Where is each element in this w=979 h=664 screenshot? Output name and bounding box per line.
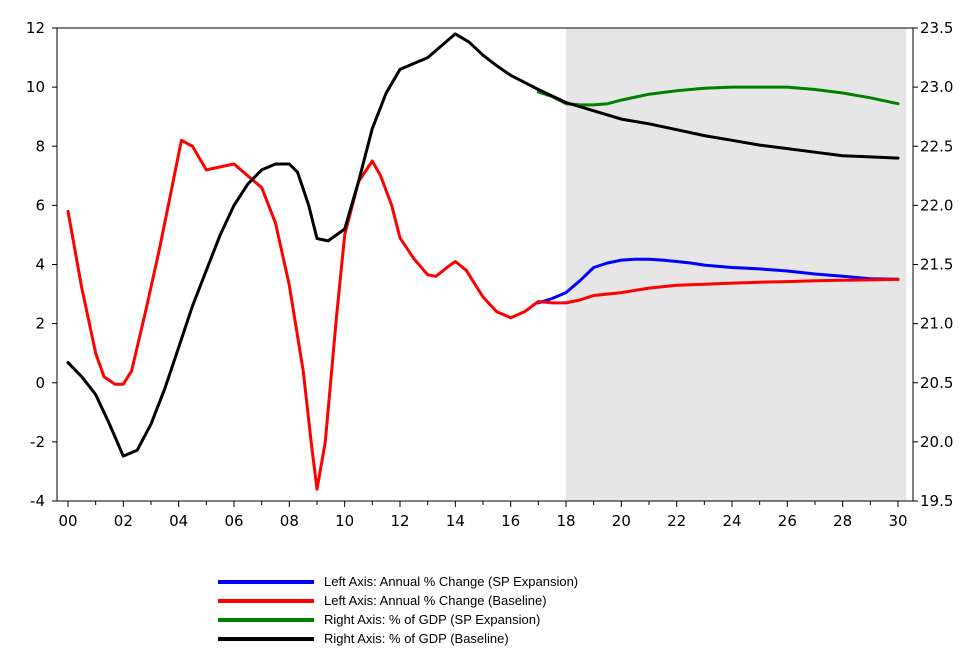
left-tick-label: -2 bbox=[30, 433, 45, 451]
x-tick-label: 22 bbox=[667, 512, 686, 530]
legend-item: Left Axis: Annual % Change (SP Expansion… bbox=[218, 572, 578, 591]
x-tick-label: 20 bbox=[612, 512, 631, 530]
legend-item: Left Axis: Annual % Change (Baseline) bbox=[218, 591, 578, 610]
series-line-3 bbox=[66, 32, 900, 458]
legend-label: Right Axis: % of GDP (Baseline) bbox=[324, 631, 509, 646]
left-tick-label: 0 bbox=[35, 374, 45, 392]
legend-label: Left Axis: Annual % Change (SP Expansion… bbox=[324, 574, 579, 589]
right-tick-label: 23.5 bbox=[920, 19, 953, 37]
left-tick-label: 6 bbox=[35, 196, 45, 214]
x-tick-label: 00 bbox=[58, 512, 77, 530]
left-tick-label: 10 bbox=[26, 78, 45, 96]
right-tick-label: 22.5 bbox=[920, 137, 953, 155]
series-layer bbox=[66, 32, 900, 491]
axis-layer: 00 02 04 06 08 10 12 14 16 18 20 22 24 26 28 30-4-20246… bbox=[26, 19, 954, 530]
x-tick-label: 14 bbox=[446, 512, 465, 530]
legend-label: Left Axis: Annual % Change (Baseline) bbox=[324, 593, 547, 608]
right-tick-label: 19.5 bbox=[920, 492, 953, 510]
x-tick-label: 02 bbox=[114, 512, 133, 530]
legend-swatch bbox=[218, 636, 314, 641]
x-tick-label: 30 bbox=[888, 512, 907, 530]
x-tick-label: 08 bbox=[280, 512, 299, 530]
left-tick-label: 2 bbox=[35, 315, 45, 333]
legend-item: Right Axis: % of GDP (SP Expansion) bbox=[218, 610, 578, 629]
x-tick-label: 28 bbox=[833, 512, 852, 530]
legend-item: Right Axis: % of GDP (Baseline) bbox=[218, 629, 578, 648]
x-tick-label: 16 bbox=[501, 512, 520, 530]
right-tick-label: 20.0 bbox=[920, 433, 953, 451]
legend-swatch bbox=[218, 579, 314, 584]
legend: Left Axis: Annual % Change (SP Expansion… bbox=[218, 572, 578, 648]
right-tick-label: 21.0 bbox=[920, 315, 953, 333]
legend-swatch bbox=[218, 617, 314, 622]
legend-swatch bbox=[218, 598, 314, 603]
series-line-0 bbox=[536, 257, 900, 305]
x-tick-label: 04 bbox=[169, 512, 188, 530]
right-tick-label: 20.5 bbox=[920, 374, 953, 392]
left-tick-label: -4 bbox=[30, 492, 45, 510]
right-tick-label: 22.0 bbox=[920, 196, 953, 214]
series-line-1 bbox=[66, 138, 900, 491]
x-tick-label: 10 bbox=[335, 512, 354, 530]
right-tick-label: 21.5 bbox=[920, 256, 953, 274]
x-tick-label: 26 bbox=[778, 512, 797, 530]
left-tick-label: 8 bbox=[35, 137, 45, 155]
shaded-forecast-region bbox=[566, 28, 907, 501]
left-tick-label: 4 bbox=[35, 256, 45, 274]
left-tick-label: 12 bbox=[26, 19, 45, 37]
x-tick-label: 18 bbox=[556, 512, 575, 530]
right-tick-label: 23.0 bbox=[920, 78, 953, 96]
x-tick-label: 24 bbox=[722, 512, 741, 530]
legend-label: Right Axis: % of GDP (SP Expansion) bbox=[324, 612, 541, 627]
x-tick-label: 06 bbox=[224, 512, 243, 530]
x-tick-label: 12 bbox=[390, 512, 409, 530]
